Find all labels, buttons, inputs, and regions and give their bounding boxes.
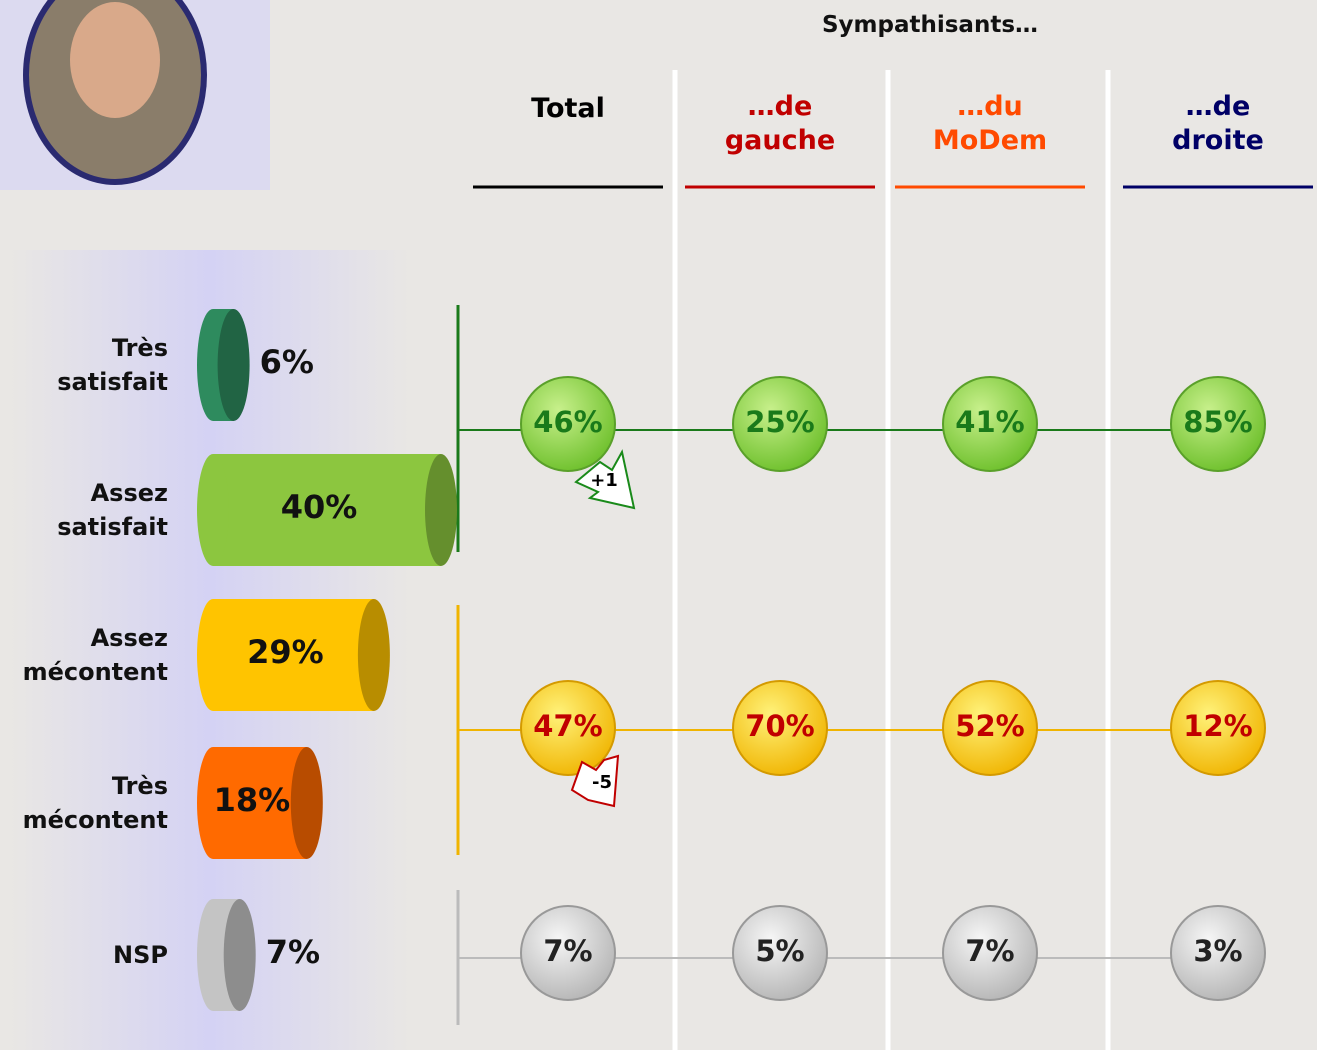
- change-label: +1: [590, 470, 618, 491]
- bar-part: [290, 747, 323, 859]
- value-label: 7%: [265, 933, 321, 971]
- column-header: Total: [531, 93, 605, 124]
- cell-value: 41%: [955, 405, 1025, 439]
- bubble: [1170, 680, 1266, 776]
- category-label: NSP: [113, 941, 168, 969]
- bar: [197, 309, 250, 421]
- category-label: Assez satisfait: [57, 479, 168, 541]
- bubble: [520, 376, 616, 472]
- cell-value: 46%: [533, 405, 603, 439]
- bubble: [942, 905, 1038, 1001]
- cell-value: 85%: [1183, 405, 1253, 439]
- bar-part: [223, 899, 256, 1011]
- column-header: …de droite: [1172, 91, 1264, 156]
- bubble: [520, 905, 616, 1001]
- bar-part: [197, 599, 229, 711]
- bubble: [1170, 376, 1266, 472]
- bubble: [942, 376, 1038, 472]
- column-header: …de gauche: [724, 91, 836, 156]
- bar-part: [213, 454, 441, 566]
- cell-value: 3%: [1193, 934, 1243, 968]
- cell-value: 52%: [955, 709, 1025, 743]
- bubble: [732, 905, 828, 1001]
- bubble: [732, 376, 828, 472]
- bubble: [942, 680, 1038, 776]
- bubble: [732, 680, 828, 776]
- category-label: Très satisfait: [57, 334, 168, 396]
- cell-value: 7%: [965, 934, 1015, 968]
- change-arrow: [570, 754, 620, 808]
- category-label: Assez mécontent: [22, 624, 168, 686]
- bar-part: [213, 599, 374, 711]
- change-arrow: [574, 449, 636, 510]
- bar-part: [197, 454, 229, 566]
- cell-value: 47%: [533, 709, 603, 743]
- bar: [197, 454, 457, 566]
- value-label: 40%: [280, 488, 358, 526]
- bar-part: [197, 899, 229, 1011]
- bar: [197, 599, 390, 711]
- cell-value: 12%: [1183, 709, 1253, 743]
- cell-value: 25%: [745, 405, 815, 439]
- value-label: 18%: [213, 781, 291, 819]
- value-label: 29%: [247, 633, 324, 671]
- cell-value: 70%: [745, 709, 815, 743]
- photo-face: [70, 2, 160, 118]
- bubble: [520, 680, 616, 776]
- column-header: …du MoDem: [932, 91, 1048, 156]
- cell-value: 5%: [755, 934, 805, 968]
- cell-value: 7%: [543, 934, 593, 968]
- bar: [197, 747, 323, 859]
- bar-part: [197, 747, 229, 859]
- bubble: [1170, 905, 1266, 1001]
- bar-part: [217, 309, 250, 421]
- header-title: Sympathisants…: [821, 12, 1039, 38]
- bar-part: [425, 454, 457, 566]
- bar-part: [357, 599, 390, 711]
- bar: [197, 899, 256, 1011]
- change-label: -5: [592, 772, 612, 793]
- category-label: Très mécontent: [22, 772, 168, 834]
- value-label: 6%: [259, 343, 314, 381]
